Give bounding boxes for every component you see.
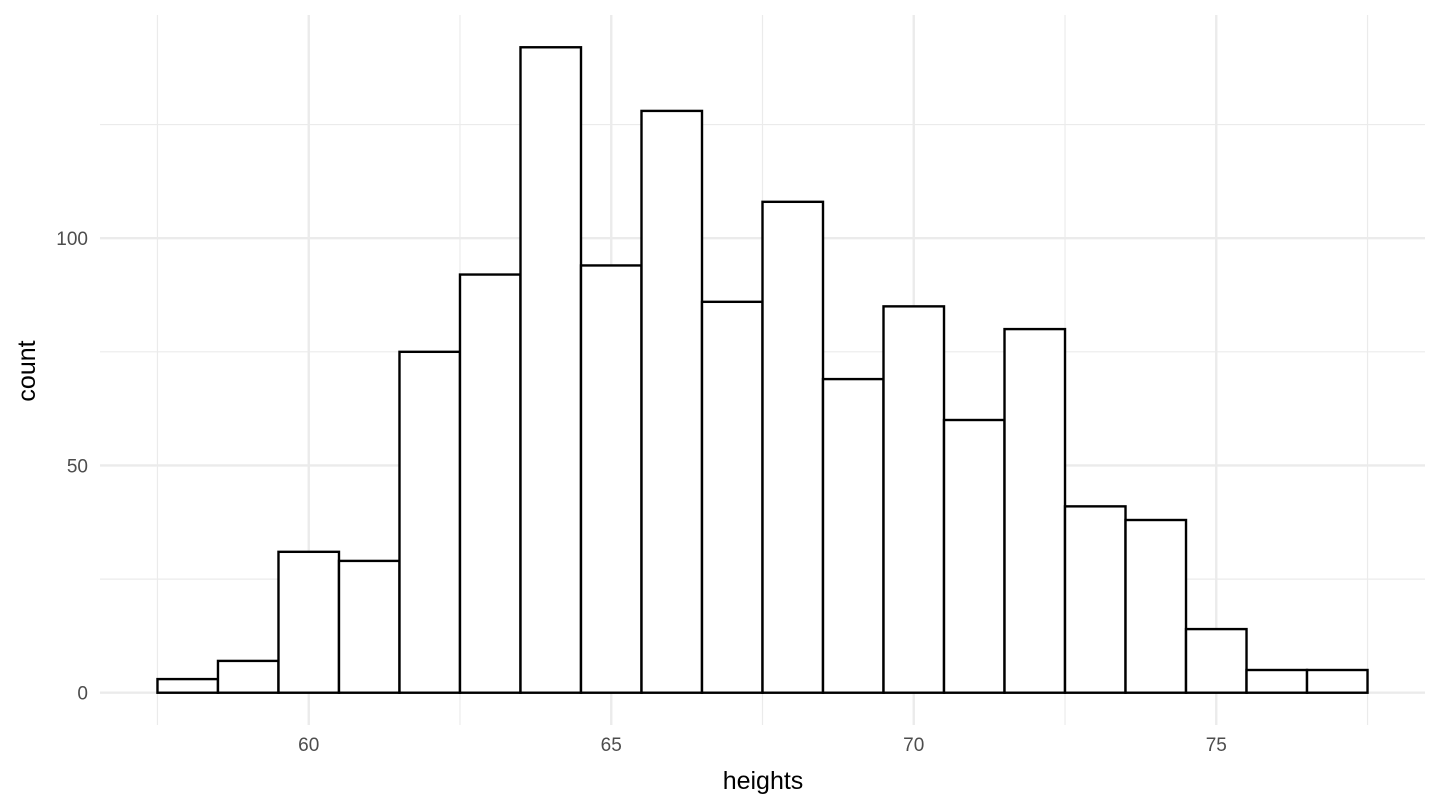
histogram-bar bbox=[579, 264, 643, 694]
x-tick-label: 75 bbox=[1206, 735, 1227, 756]
histogram-bar bbox=[1124, 518, 1188, 694]
x-axis-title: heights bbox=[723, 767, 804, 795]
y-tick-label: 100 bbox=[56, 229, 88, 250]
x-axis-tick-labels: 60 65 70 75 bbox=[298, 735, 1227, 756]
histogram-bars bbox=[156, 46, 1369, 694]
x-tick-label: 65 bbox=[601, 735, 622, 756]
y-tick-label: 50 bbox=[67, 456, 88, 477]
histogram-bar bbox=[1063, 505, 1127, 694]
histogram-bar bbox=[640, 109, 704, 694]
histogram-bar bbox=[156, 677, 220, 694]
histogram-bar bbox=[398, 350, 462, 694]
histogram-bar bbox=[337, 559, 401, 694]
histogram-bar bbox=[882, 305, 946, 694]
y-axis-tick-labels: 0 50 100 bbox=[56, 229, 88, 705]
histogram-bar bbox=[1003, 327, 1067, 694]
histogram-bar bbox=[942, 418, 1006, 694]
histogram-bar bbox=[277, 550, 341, 694]
histogram-bar bbox=[1184, 627, 1248, 694]
histogram-bar bbox=[519, 46, 583, 694]
histogram-bar bbox=[821, 377, 885, 694]
histogram-bar bbox=[1245, 668, 1309, 694]
histogram-bar bbox=[216, 659, 280, 694]
y-tick-label: 0 bbox=[77, 684, 88, 705]
x-tick-label: 60 bbox=[298, 735, 319, 756]
histogram-bar bbox=[458, 273, 522, 694]
histogram-bar bbox=[1305, 668, 1369, 694]
histogram-bar bbox=[700, 300, 764, 694]
y-axis-title: count bbox=[13, 340, 41, 401]
x-tick-label: 70 bbox=[903, 735, 924, 756]
histogram-bar bbox=[761, 200, 825, 694]
